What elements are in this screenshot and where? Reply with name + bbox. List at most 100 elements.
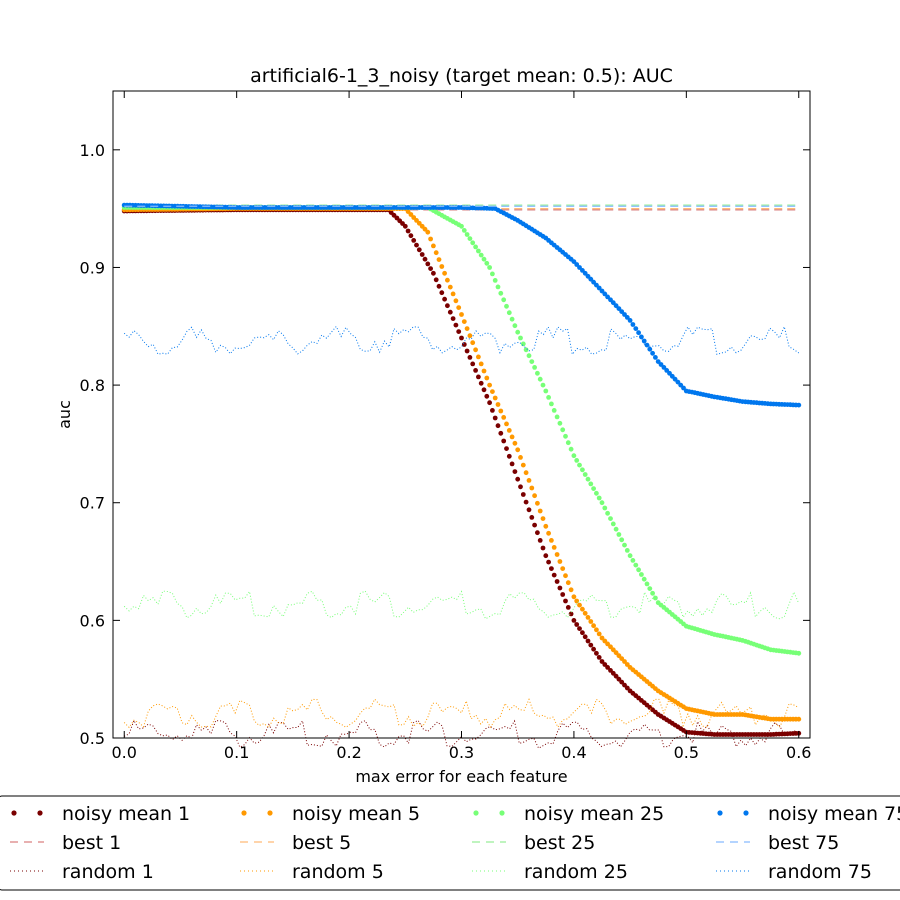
data-point [549, 401, 554, 407]
data-point [560, 427, 566, 433]
legend-label: noisy mean 1 [62, 803, 190, 825]
data-point [535, 500, 540, 506]
data-point [543, 388, 549, 394]
data-point [594, 627, 599, 633]
data-point [520, 492, 526, 497]
data-point [509, 434, 515, 440]
data-point [537, 376, 543, 382]
data-point [599, 500, 605, 506]
data-point [675, 379, 681, 385]
data-point [585, 638, 591, 644]
data-point [639, 572, 644, 577]
data-point [422, 226, 428, 232]
data-point [495, 423, 501, 429]
data-point [636, 330, 641, 336]
legend-label: random 75 [768, 861, 872, 883]
data-point [551, 572, 557, 578]
data-point [551, 408, 557, 413]
data-point [506, 310, 512, 316]
x-tick-label: 0.3 [449, 743, 474, 762]
data-point [490, 271, 495, 277]
data-point [523, 470, 529, 476]
data-point [546, 395, 551, 400]
data-point [560, 566, 566, 571]
data-point [453, 298, 459, 304]
data-point [580, 630, 585, 636]
legend-marker [499, 810, 505, 816]
legend-label: random 25 [524, 861, 628, 883]
x-tick-label: 0.2 [336, 743, 361, 762]
data-point [461, 319, 467, 324]
data-point [422, 256, 428, 262]
data-point [523, 499, 529, 505]
data-point [641, 576, 647, 582]
data-point [571, 453, 577, 459]
data-point [456, 305, 462, 310]
data-point [577, 602, 582, 608]
data-point [565, 440, 571, 446]
plot-frame [112, 90, 811, 739]
data-point [509, 316, 515, 322]
legend-item-random-1: random 1 [10, 861, 154, 883]
data-point [546, 530, 551, 536]
data-point [639, 334, 644, 340]
data-point [563, 433, 568, 439]
data-point [619, 537, 625, 543]
x-tick-label: 0.0 [112, 743, 137, 762]
data-point [439, 264, 445, 269]
data-point [484, 393, 490, 399]
data-point [487, 265, 492, 270]
data-point [416, 247, 422, 253]
y-tick-label: 0.7 [80, 494, 105, 513]
data-point [411, 238, 417, 243]
data-point [459, 335, 464, 341]
data-point [478, 361, 484, 367]
data-point [605, 641, 610, 647]
data-point [594, 650, 599, 656]
data-point [433, 277, 439, 283]
legend-marker [11, 810, 17, 816]
data-point [436, 283, 442, 289]
data-point [405, 228, 411, 234]
data-point [580, 606, 585, 612]
data-point [563, 573, 568, 579]
data-point [442, 296, 447, 302]
data-point [647, 346, 653, 352]
data-point [450, 316, 456, 321]
data-point [653, 355, 658, 360]
data-point [419, 252, 425, 257]
data-point [529, 515, 535, 520]
data-point [605, 510, 610, 516]
data-point [532, 493, 537, 499]
data-point [588, 642, 594, 648]
series-line [123, 325, 800, 356]
data-point [599, 635, 605, 641]
data-point [540, 516, 546, 521]
series-line [123, 590, 800, 620]
data-point [445, 277, 450, 283]
data-point [571, 594, 577, 600]
data-point [408, 233, 414, 239]
data-point [647, 586, 653, 591]
legend-marker [473, 810, 479, 816]
data-point [568, 587, 574, 593]
data-point [520, 462, 526, 468]
data-point [543, 553, 549, 559]
legend-label: best 75 [768, 832, 839, 854]
data-point [481, 387, 487, 393]
data-point [588, 481, 594, 487]
data-point [453, 322, 459, 328]
x-tick-label: 0.1 [224, 743, 249, 762]
data-point [624, 315, 630, 320]
data-point [554, 414, 560, 420]
data-point [492, 278, 498, 283]
series-random-75 [123, 325, 800, 356]
data-point [627, 318, 633, 323]
data-point [599, 659, 605, 664]
data-point [529, 359, 535, 364]
data-point [481, 256, 487, 262]
data-point [461, 342, 467, 347]
legend-marker [37, 810, 43, 816]
data-point [565, 605, 571, 610]
legend-label: random 1 [62, 861, 154, 883]
